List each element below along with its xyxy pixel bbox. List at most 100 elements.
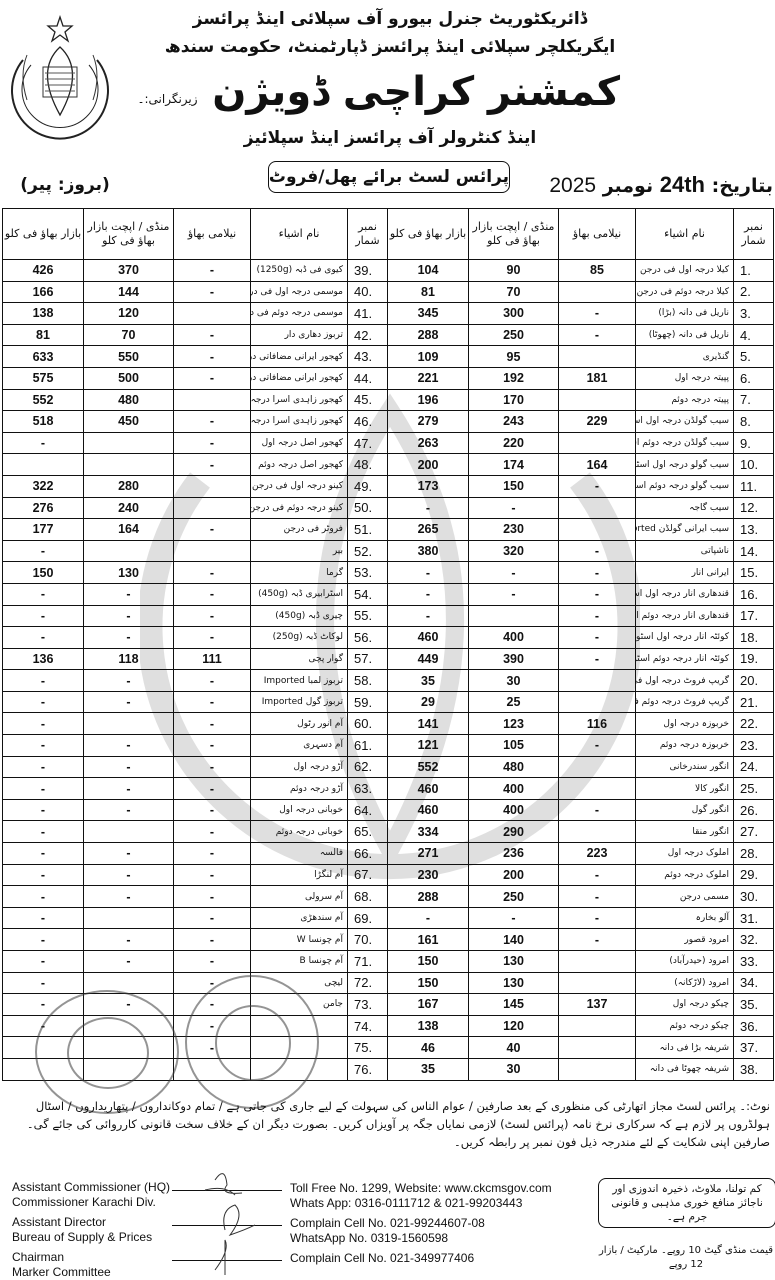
auction-price: - [173,280,251,304]
mandi-price: 90 [468,259,559,282]
note-line-2: نامہ (پرائس لسٹ) لازمی نمایاں جگہ پر آوی… [26,1117,770,1149]
bazaar-price: 518 [2,410,84,433]
col-bazaar: بازار بھاؤ فی کلو [387,208,469,260]
item-name: تربوز دھاری دار [250,323,348,347]
serial-number: 33. [733,950,774,973]
bazaar-price: 552 [387,755,469,779]
mandi-price: - [83,777,174,800]
mandi-price: 70 [83,323,174,347]
serial-number: 75. [347,1036,388,1059]
table-row: 121 105- خربوزہ درجہ دوئم 23. [387,734,774,757]
auction-price: - [173,928,251,951]
bazaar-price: 265 [387,518,469,541]
serial-number: 40. [347,280,388,304]
item-name: گریپ فروٹ درجہ اول فی دانہ [635,669,734,692]
mandi-price: - [83,626,174,649]
mandi-price: 200 [468,863,559,887]
date-label: بتاریخ: [711,175,773,197]
mandi-price: 236 [468,842,559,865]
table-row: - - - تربوز گول Imported 59. [2,690,388,714]
serial-number: 54. [347,582,388,606]
bazaar-price: 288 [387,323,469,347]
bazaar-price: 150 [387,950,469,973]
serial-number: 12. [733,496,774,520]
auction-price: - [558,474,636,498]
auction-price [558,280,636,304]
bazaar-price: - [2,539,84,563]
item-name: چیری ڈبہ (450g) [250,604,348,628]
mandi-price: 130 [468,950,559,973]
item-name: فالسہ [250,842,348,865]
bazaar-price: 460 [387,777,469,800]
auction-price: - [173,323,251,347]
auction-price: - [173,885,251,908]
date-year: 2025 [549,174,597,197]
auction-price: - [173,863,251,887]
bazaar-price: 35 [387,669,469,692]
mandi-price: - [468,582,559,606]
contact-block: Toll Free No. 1299, Website: www.ckcmsgo… [290,1181,552,1266]
item-name: سیب گولڈن درجہ دوئم اسٹور [635,431,734,455]
bazaar-price: 322 [2,474,84,498]
mandi-price [83,431,174,455]
item-name: آم سندھڑی [250,906,348,930]
mandi-price: - [83,842,174,865]
item-name: کیوی فی ڈبہ (1250g) [250,259,348,282]
auction-price [558,518,636,541]
bazaar-price: - [2,777,84,800]
item-name: تربوز لمبا Imported [250,669,348,692]
item-name: انگور کالا [635,777,734,800]
serial-number: 6. [733,366,774,390]
bazaar-price: 271 [387,842,469,865]
table-row: 322 280 کینو درجہ اول فی درجن 49. [2,474,388,498]
serial-number: 43. [347,345,388,368]
date-month: نومبر [602,175,654,197]
mandi-price: 192 [468,366,559,390]
complain-cell-2: Complain Cell No. 021-349977406 [290,1251,475,1265]
bazaar-price: 167 [387,993,469,1016]
department-heading: ایگریکلچر سپلائی اینڈ پرائسز ڈپارٹمنٹ، ح… [164,37,616,57]
table-row: - - سیب گاجہ 12. [387,496,774,520]
auction-price: - [173,410,251,433]
bazaar-price [2,453,84,476]
auction-price: - [173,259,251,282]
item-name: کوئٹہ انار درجہ دوئم اسٹور [635,647,734,671]
serial-number: 49. [347,474,388,498]
item-name: لوکاٹ ڈبہ (250g) [250,626,348,649]
table-row: - - - آم لنگڑا 67. [2,863,388,887]
serial-number: 44. [347,366,388,390]
item-name: آم لنگڑا [250,863,348,887]
table-row: 460 400- انگور گول 26. [387,798,774,822]
auction-price [558,345,636,368]
item-name: موسمی درجہ دوئم فی درجن [250,302,348,325]
bazaar-price: 334 [387,820,469,844]
serial-number: 17. [733,604,774,628]
serial-number: 38. [733,1057,774,1081]
bazaar-price: 380 [387,539,469,563]
bazaar-price: 345 [387,302,469,325]
table-row: 460 400 انگور کالا 25. [387,777,774,800]
auction-price: - [173,734,251,757]
mandi-price: - [83,885,174,908]
table-row: 196 170 پپیتہ درجہ دوئم 7. [387,388,774,412]
auction-price [558,431,636,455]
item-name: ایرانی انار [635,561,734,584]
serial-number: 41. [347,302,388,325]
item-name: املوک درجہ دوئم [635,863,734,887]
item-name: کھجور ایرانی مضافاتی درجہ دوئم [250,366,348,390]
bazaar-price: - [2,690,84,714]
bazaar-price: 633 [2,345,84,368]
item-name: انگور سندرخانی [635,755,734,779]
bazaar-price: 104 [387,259,469,282]
serial-number: 34. [733,971,774,995]
auction-price: - [173,604,251,628]
mandi-price: - [83,734,174,757]
date-line: بتاریخ: 24th نومبر 2025 [520,172,773,198]
auction-price [558,820,636,844]
table-row: 460 400- کوئٹہ انار درجہ اول اسٹور 18. [387,626,774,649]
auction-price [173,474,251,498]
mandi-price: 40 [468,1036,559,1059]
